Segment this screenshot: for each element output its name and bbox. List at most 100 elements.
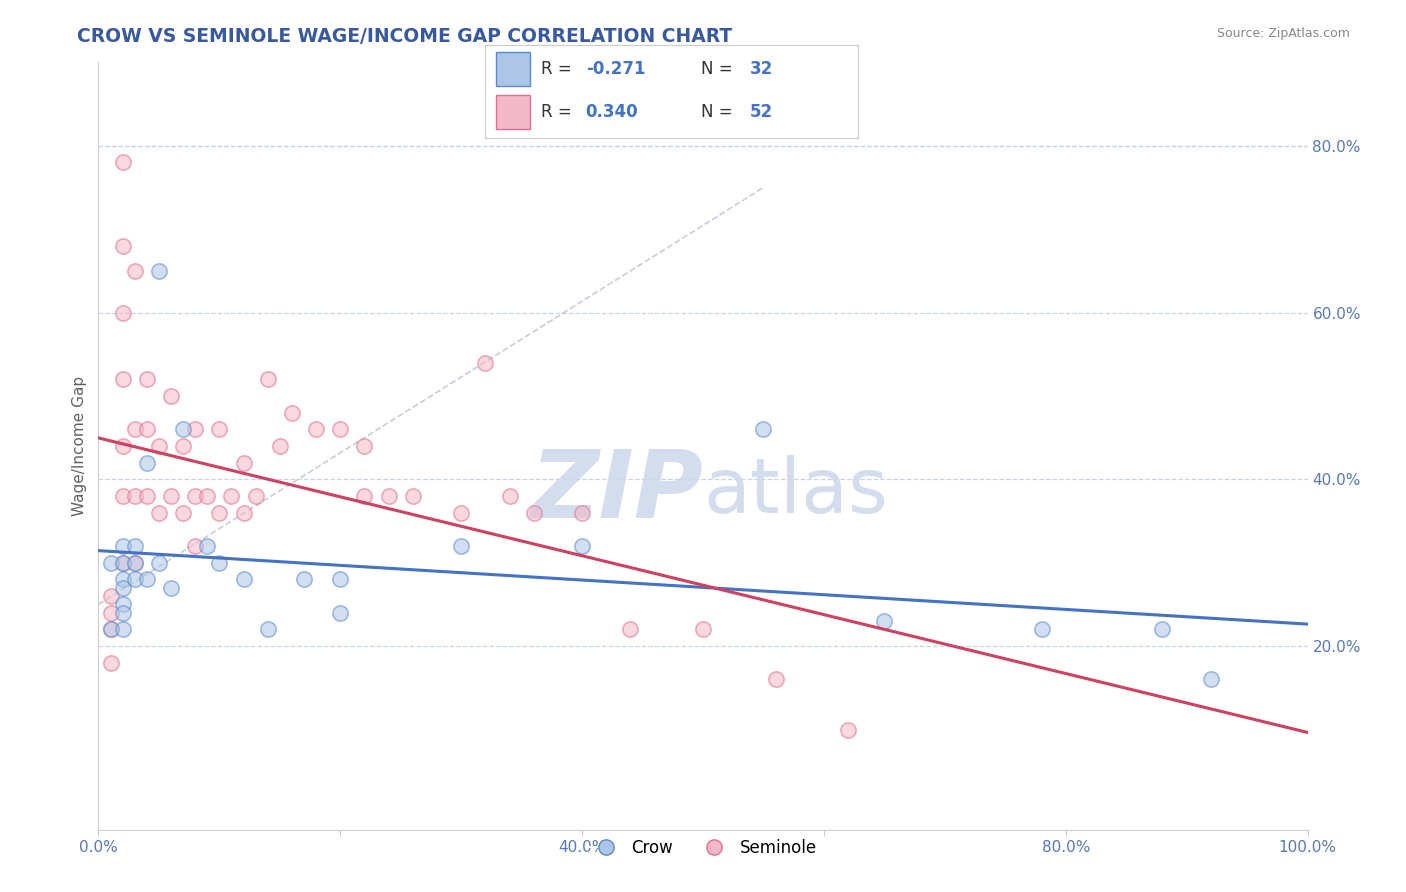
Point — [100, 556, 122, 570]
FancyBboxPatch shape — [496, 52, 530, 86]
Point — [221, 489, 243, 503]
Point — [523, 506, 546, 520]
Point — [160, 581, 183, 595]
Point — [450, 539, 472, 553]
Legend: Crow, Seminole: Crow, Seminole — [582, 832, 824, 863]
Point — [281, 406, 304, 420]
Point — [100, 623, 122, 637]
Point — [111, 573, 134, 587]
FancyBboxPatch shape — [496, 95, 530, 129]
Point — [692, 623, 714, 637]
Point — [232, 506, 254, 520]
Point — [135, 573, 157, 587]
Y-axis label: Wage/Income Gap: Wage/Income Gap — [72, 376, 87, 516]
Text: N =: N = — [702, 103, 738, 121]
Point — [377, 489, 399, 503]
Point — [195, 539, 218, 553]
Point — [135, 372, 157, 386]
Point — [305, 422, 328, 436]
Point — [245, 489, 267, 503]
Text: 52: 52 — [749, 103, 773, 121]
Point — [292, 573, 315, 587]
Point — [619, 623, 641, 637]
Point — [124, 264, 146, 278]
Point — [124, 539, 146, 553]
Point — [208, 506, 231, 520]
Point — [195, 489, 218, 503]
Point — [873, 614, 896, 628]
Point — [160, 489, 183, 503]
Point — [184, 489, 207, 503]
Point — [111, 489, 134, 503]
Point — [124, 573, 146, 587]
Point — [184, 539, 207, 553]
Point — [148, 556, 170, 570]
Text: CROW VS SEMINOLE WAGE/INCOME GAP CORRELATION CHART: CROW VS SEMINOLE WAGE/INCOME GAP CORRELA… — [77, 27, 733, 45]
Point — [111, 439, 134, 453]
Text: Source: ZipAtlas.com: Source: ZipAtlas.com — [1216, 27, 1350, 40]
Point — [256, 623, 278, 637]
Point — [111, 372, 134, 386]
Point — [100, 656, 122, 670]
Point — [329, 606, 352, 620]
Point — [329, 422, 352, 436]
Point — [232, 573, 254, 587]
Text: atlas: atlas — [703, 455, 887, 529]
Point — [100, 606, 122, 620]
Point — [1199, 673, 1222, 687]
Point — [752, 422, 775, 436]
Point — [124, 556, 146, 570]
Text: 32: 32 — [749, 60, 773, 78]
Text: 0.340: 0.340 — [586, 103, 638, 121]
Point — [571, 539, 593, 553]
Point — [837, 723, 859, 737]
Point — [172, 439, 194, 453]
Point — [124, 422, 146, 436]
Point — [148, 506, 170, 520]
Point — [474, 356, 496, 370]
Point — [111, 539, 134, 553]
Point — [208, 422, 231, 436]
Point — [571, 506, 593, 520]
Point — [111, 556, 134, 570]
Point — [232, 456, 254, 470]
Point — [402, 489, 425, 503]
Text: -0.271: -0.271 — [586, 60, 645, 78]
Point — [148, 439, 170, 453]
Point — [135, 422, 157, 436]
Point — [172, 506, 194, 520]
Point — [111, 155, 134, 169]
Point — [269, 439, 291, 453]
Point — [124, 489, 146, 503]
Point — [353, 489, 375, 503]
Point — [111, 581, 134, 595]
Point — [160, 389, 183, 403]
Point — [135, 456, 157, 470]
Point — [124, 556, 146, 570]
Point — [208, 556, 231, 570]
Point — [100, 623, 122, 637]
Point — [111, 623, 134, 637]
Point — [1031, 623, 1053, 637]
Point — [111, 606, 134, 620]
Point — [100, 589, 122, 603]
Text: R =: R = — [541, 60, 576, 78]
Point — [111, 305, 134, 319]
Point — [184, 422, 207, 436]
Point — [148, 264, 170, 278]
Point — [256, 372, 278, 386]
Point — [111, 598, 134, 612]
Text: R =: R = — [541, 103, 576, 121]
Point — [765, 673, 787, 687]
Point — [498, 489, 520, 503]
Point — [111, 239, 134, 253]
Point — [111, 556, 134, 570]
Point — [329, 573, 352, 587]
Point — [135, 489, 157, 503]
Point — [172, 422, 194, 436]
Point — [450, 506, 472, 520]
Text: ZIP: ZIP — [530, 446, 703, 538]
Point — [353, 439, 375, 453]
Point — [1152, 623, 1174, 637]
Text: N =: N = — [702, 60, 738, 78]
